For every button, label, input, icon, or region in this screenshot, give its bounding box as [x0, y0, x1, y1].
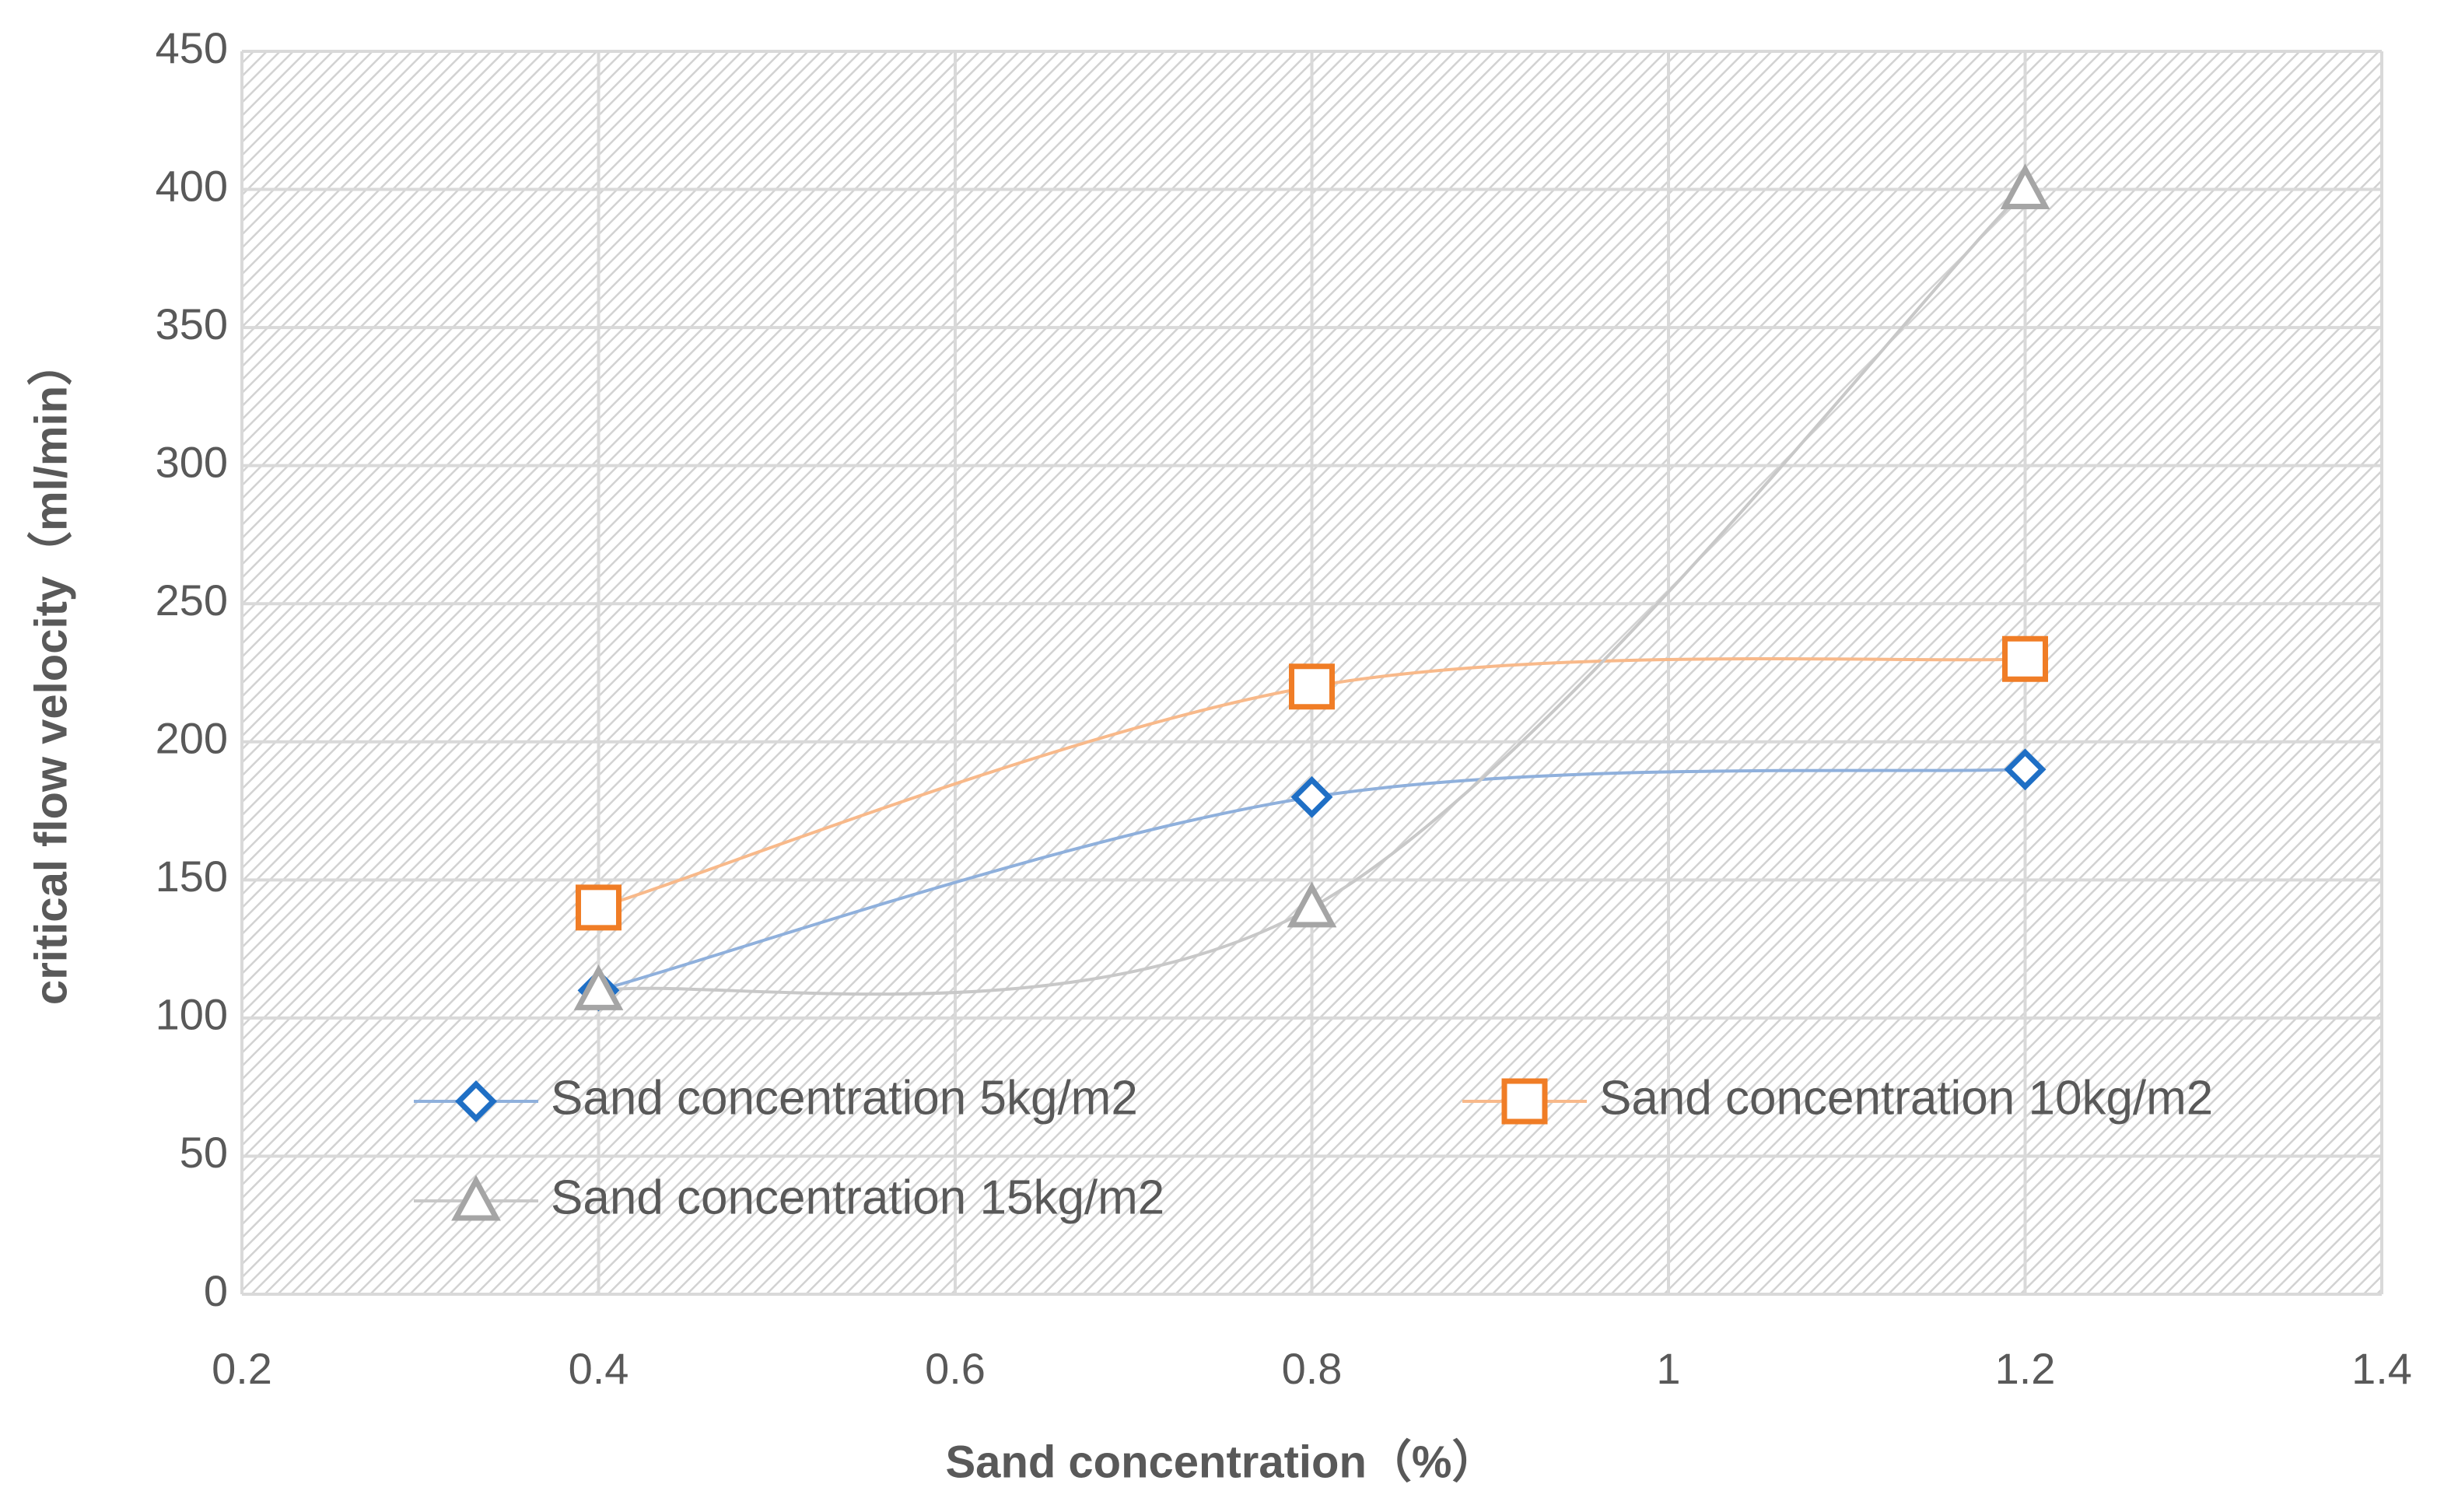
y-tick-label: 100 — [156, 990, 228, 1039]
y-tick-label: 300 — [156, 437, 228, 486]
legend-label: Sand concentration 10kg/m2 — [1599, 1071, 2213, 1125]
marker-square — [1289, 663, 1335, 710]
x-tick-label: 0.8 — [1282, 1344, 1343, 1393]
legend-label: Sand concentration 5kg/m2 — [551, 1071, 1138, 1125]
tick-labels: 0 50 100 150 200 250 300 350 400 450 0.2 0.4 0.6 0.8 1… — [156, 23, 2412, 1393]
y-axis-title: critical flow velocity（ml/min） — [26, 341, 76, 1005]
y-tick-label: 350 — [156, 299, 228, 348]
y-tick-label: 450 — [156, 23, 228, 72]
legend: Sand concentration 5kg/m2 Sand concentrat… — [414, 1071, 2213, 1224]
y-tick-label: 400 — [156, 161, 228, 210]
marker-square — [1501, 1078, 1548, 1125]
marker-triangle — [2000, 163, 2050, 210]
series-markers — [573, 163, 2050, 1012]
y-tick-label: 50 — [180, 1128, 228, 1177]
series-line — [598, 188, 2026, 996]
marker-diamond — [1290, 775, 1333, 818]
x-tick-label: 0.4 — [569, 1344, 629, 1393]
x-tick-label: 1 — [1656, 1344, 1680, 1393]
marker-triangle — [573, 964, 624, 1010]
marker-square — [2002, 635, 2048, 682]
marker-square — [576, 884, 622, 931]
y-tick-label: 150 — [156, 852, 228, 901]
x-tick-label: 1.2 — [1995, 1344, 2056, 1393]
x-axis-title: Sand concentration（%） — [946, 1437, 1497, 1487]
y-tick-label: 250 — [156, 576, 228, 625]
legend-label: Sand concentration 15kg/m2 — [551, 1171, 1164, 1224]
marker-triangle — [451, 1174, 501, 1221]
marker-diamond — [455, 1080, 497, 1122]
grid — [240, 50, 2383, 1296]
marker-triangle — [1287, 881, 1337, 928]
y-tick-label: 200 — [156, 714, 228, 763]
y-tick-label: 0 — [204, 1266, 228, 1315]
marker-diamond — [2004, 748, 2047, 791]
x-tick-label: 0.2 — [212, 1344, 272, 1393]
x-tick-label: 1.4 — [2351, 1344, 2412, 1393]
x-tick-label: 0.6 — [925, 1344, 986, 1393]
